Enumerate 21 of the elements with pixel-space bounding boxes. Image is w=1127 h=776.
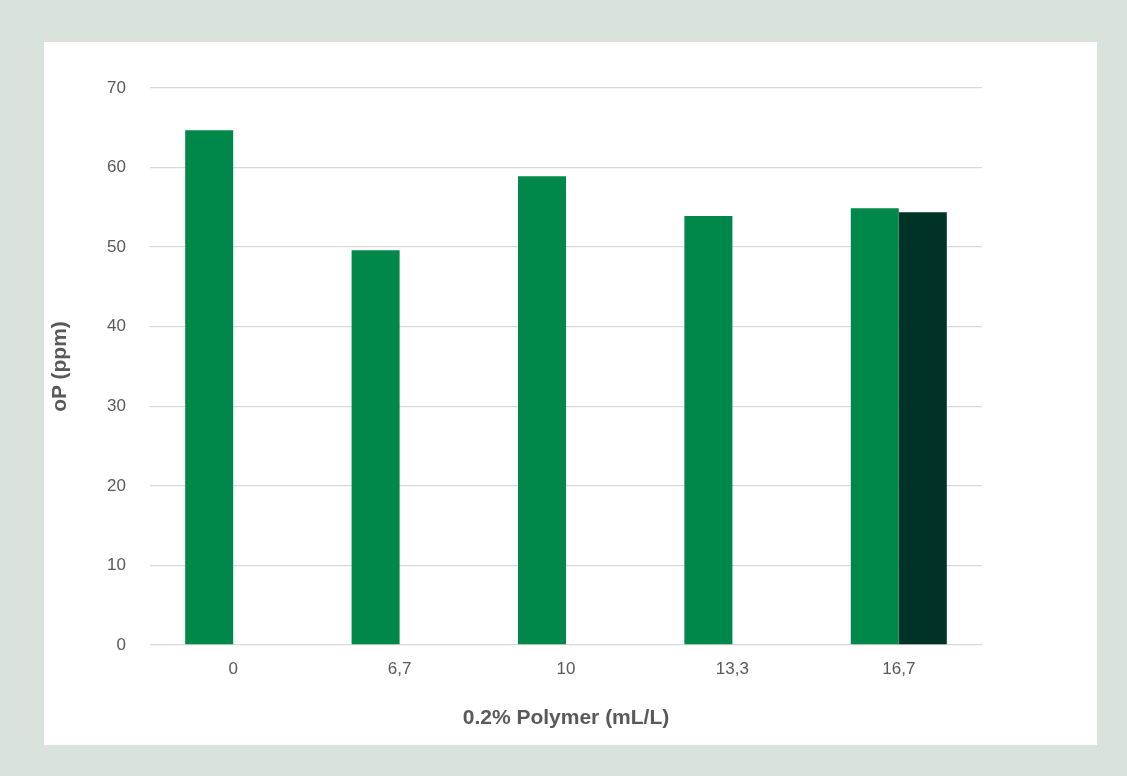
bar [185,130,234,645]
bar [898,212,947,645]
x-tick-label: 6,7 [387,658,412,678]
y-tick-label: 40 [107,316,126,336]
bar [850,208,899,645]
x-tick-label: 0 [228,658,238,678]
bar [517,176,566,645]
y-tick-label: 20 [107,475,126,495]
x-tick-label: 13,3 [715,658,749,678]
y-axis-title: oP (ppm) [47,321,71,412]
y-tick-label: 60 [107,157,126,177]
y-tick-label: 10 [107,555,126,575]
bar [684,216,733,645]
x-tick-label: 10 [556,658,576,678]
x-tick-label: 16,7 [882,658,916,678]
y-tick-label: 30 [107,395,126,415]
y-tick-label: 50 [107,236,126,256]
y-tick-label: 70 [107,77,126,97]
x-axis-title: 0.2% Polymer (mL/L) [462,705,670,729]
bar [351,250,400,645]
y-tick-label: 0 [116,634,126,654]
